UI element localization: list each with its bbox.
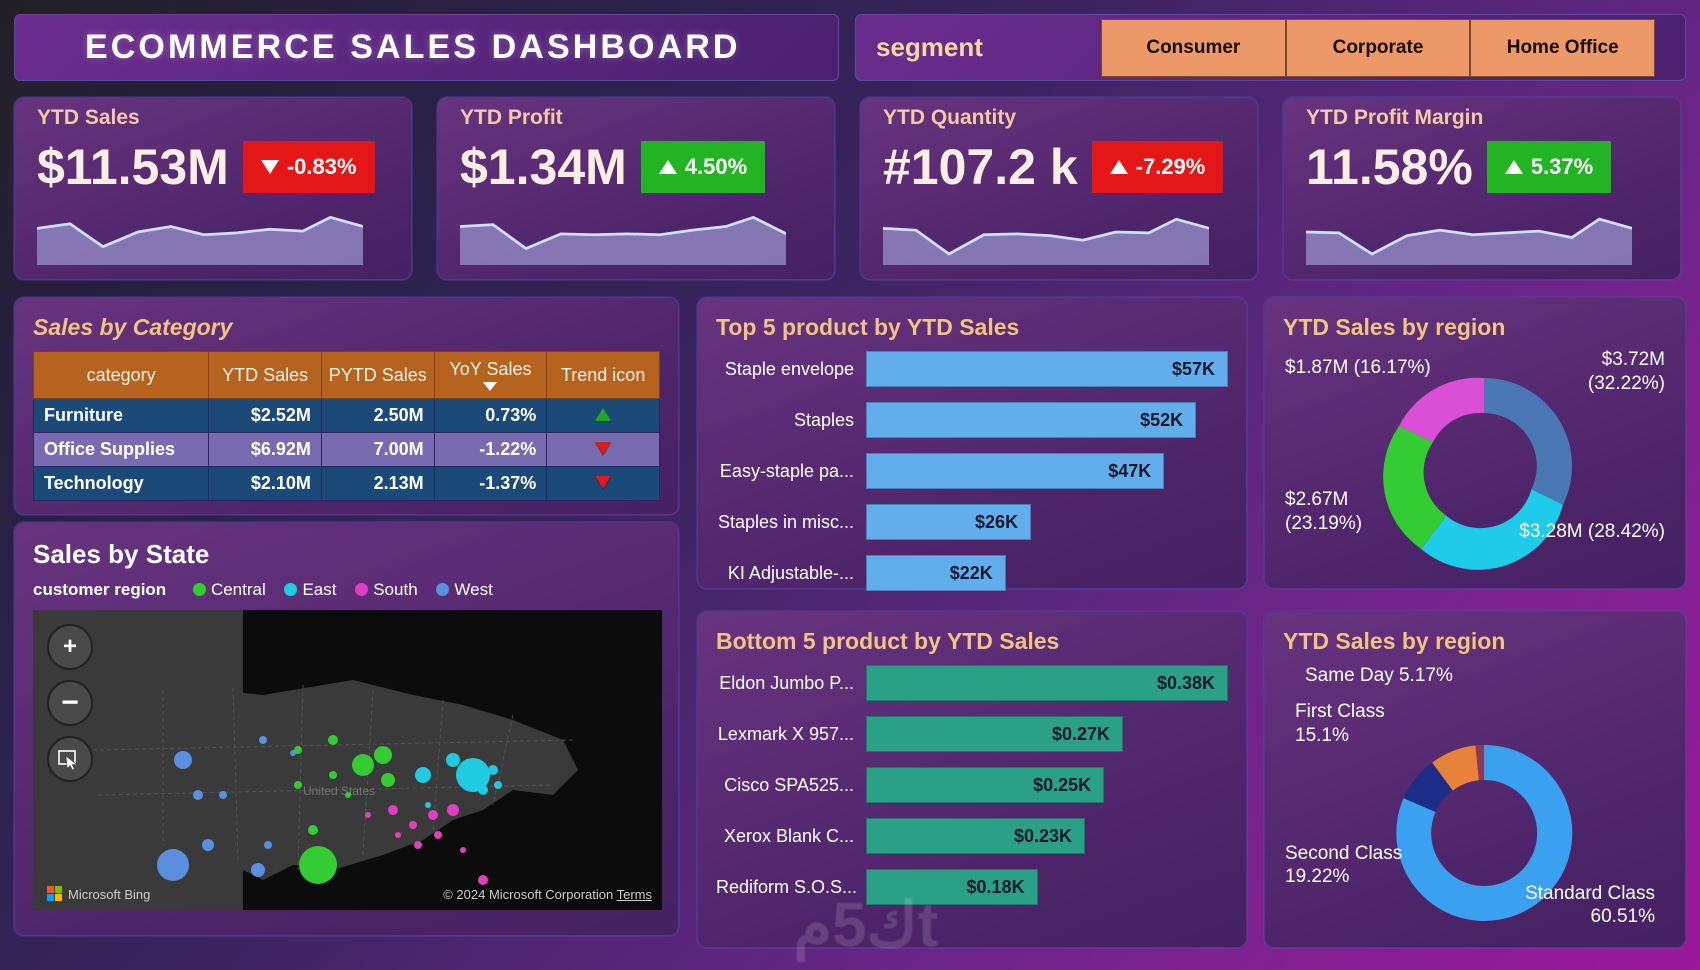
svg-text:United States: United States: [303, 784, 375, 798]
